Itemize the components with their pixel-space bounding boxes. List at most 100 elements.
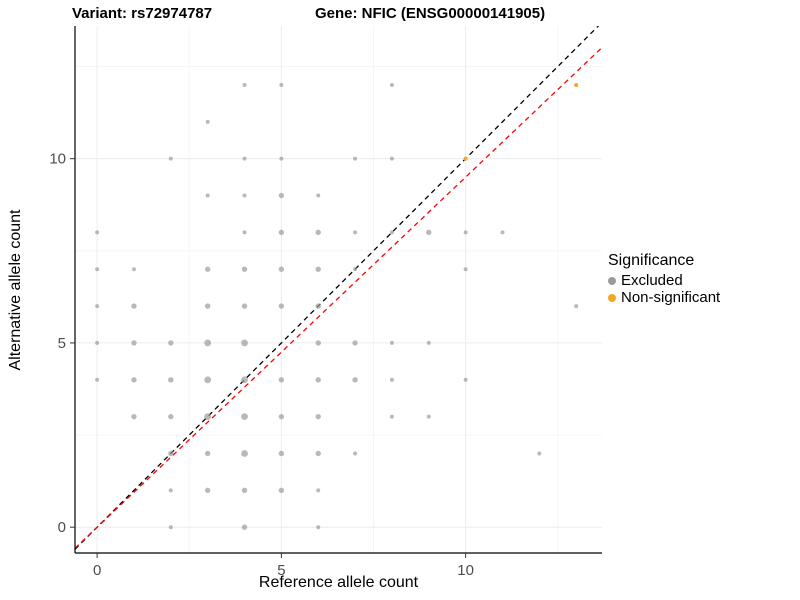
data-point-excluded	[168, 525, 173, 530]
data-point-excluded	[500, 230, 505, 235]
data-point-excluded	[204, 450, 211, 457]
data-point-excluded	[241, 487, 248, 494]
x-axis-label: Reference allele count	[258, 574, 419, 591]
data-point-excluded	[131, 340, 137, 346]
data-point-non-significant	[574, 82, 579, 87]
legend-item-non-significant-label: Non-significant	[621, 289, 721, 306]
data-point-excluded	[574, 304, 579, 309]
data-point-excluded	[352, 377, 358, 383]
data-point-excluded	[278, 303, 285, 309]
data-point-excluded	[315, 377, 321, 383]
data-point-excluded	[131, 413, 137, 420]
data-point-excluded	[463, 267, 468, 272]
data-point-excluded	[279, 156, 284, 161]
data-point-excluded	[241, 303, 248, 309]
legend-item-excluded-label: Excluded	[621, 272, 683, 289]
data-point-excluded	[389, 230, 394, 235]
data-point-excluded	[315, 413, 321, 420]
data-point-excluded	[168, 377, 174, 383]
data-point-excluded	[315, 303, 321, 309]
fit-line	[75, 47, 602, 549]
data-point-excluded	[278, 487, 285, 494]
data-point-excluded	[315, 450, 321, 457]
data-point-excluded	[131, 377, 137, 383]
data-point-excluded	[95, 267, 100, 272]
non-significant-swatch-icon	[608, 293, 616, 302]
data-point-excluded	[315, 266, 321, 272]
data-point-excluded	[204, 303, 211, 309]
data-point-excluded	[389, 82, 394, 87]
data-point-excluded	[353, 267, 358, 272]
data-point-excluded	[241, 266, 248, 272]
data-point-excluded	[204, 266, 211, 272]
gridlines	[75, 26, 602, 553]
axis-ticks: 0 5 10 0 5 10	[49, 151, 474, 579]
data-point-excluded	[389, 414, 394, 419]
excluded-swatch-icon	[608, 276, 616, 285]
data-point-excluded	[426, 340, 431, 345]
data-point-excluded	[95, 377, 100, 382]
data-point-excluded	[463, 230, 468, 235]
data-point-excluded	[131, 267, 136, 272]
data-point-excluded	[389, 156, 394, 161]
data-point-excluded	[168, 488, 173, 493]
plot-title-variant: Variant: rs72974787	[72, 5, 213, 22]
data-point-excluded	[241, 450, 248, 457]
data-point-excluded	[316, 525, 321, 530]
data-point-excluded	[315, 229, 321, 236]
reference-lines	[75, 26, 602, 550]
data-point-excluded	[353, 156, 358, 161]
data-point-excluded	[95, 230, 100, 235]
data-point-excluded	[241, 376, 248, 384]
data-points	[95, 82, 579, 530]
data-point-excluded	[204, 487, 211, 494]
data-point-excluded	[204, 413, 212, 421]
legend-item-non-significant: Non-significant	[608, 289, 720, 306]
data-point-excluded	[168, 156, 173, 161]
data-point-excluded	[352, 340, 358, 346]
legend: Significance Excluded Non-significant	[608, 252, 720, 306]
identity-line	[75, 26, 600, 550]
y-axis-label: Alternative allele count	[7, 209, 24, 371]
data-point-excluded	[242, 156, 247, 161]
data-point-excluded	[426, 229, 432, 236]
data-point-excluded	[241, 413, 248, 421]
data-point-excluded	[241, 339, 248, 347]
data-point-non-significant	[463, 156, 468, 161]
data-point-excluded	[278, 413, 285, 420]
data-point-excluded	[389, 340, 394, 345]
data-point-excluded	[316, 193, 321, 198]
data-point-excluded	[278, 266, 285, 272]
data-point-excluded	[242, 230, 247, 235]
data-point-excluded	[316, 488, 321, 493]
data-point-excluded	[131, 303, 137, 309]
data-point-excluded	[168, 413, 174, 420]
x-tick-label: 10	[457, 562, 474, 579]
data-point-excluded	[353, 230, 358, 235]
data-point-excluded	[95, 304, 100, 309]
data-point-excluded	[537, 451, 542, 456]
data-point-excluded	[204, 376, 212, 384]
legend-item-excluded: Excluded	[608, 272, 720, 289]
legend-title: Significance	[608, 252, 695, 269]
data-point-excluded	[205, 193, 210, 198]
x-tick-label: 0	[93, 562, 101, 579]
data-point-excluded	[278, 229, 285, 236]
data-point-excluded	[353, 451, 358, 456]
data-point-excluded	[315, 340, 321, 346]
plot-title-gene: Gene: NFIC (ENSG00000141905)	[315, 5, 546, 22]
data-point-excluded	[95, 340, 100, 345]
data-point-excluded	[205, 119, 210, 124]
y-tick-label: 5	[58, 335, 66, 352]
data-point-excluded	[389, 377, 394, 382]
data-point-excluded	[278, 450, 285, 457]
data-point-excluded	[168, 450, 174, 457]
data-point-excluded	[168, 340, 174, 346]
y-tick-label: 10	[49, 151, 66, 168]
data-point-excluded	[279, 82, 284, 87]
data-point-excluded	[278, 377, 285, 383]
x-tick-label: 5	[277, 562, 285, 579]
data-point-excluded	[204, 339, 212, 347]
